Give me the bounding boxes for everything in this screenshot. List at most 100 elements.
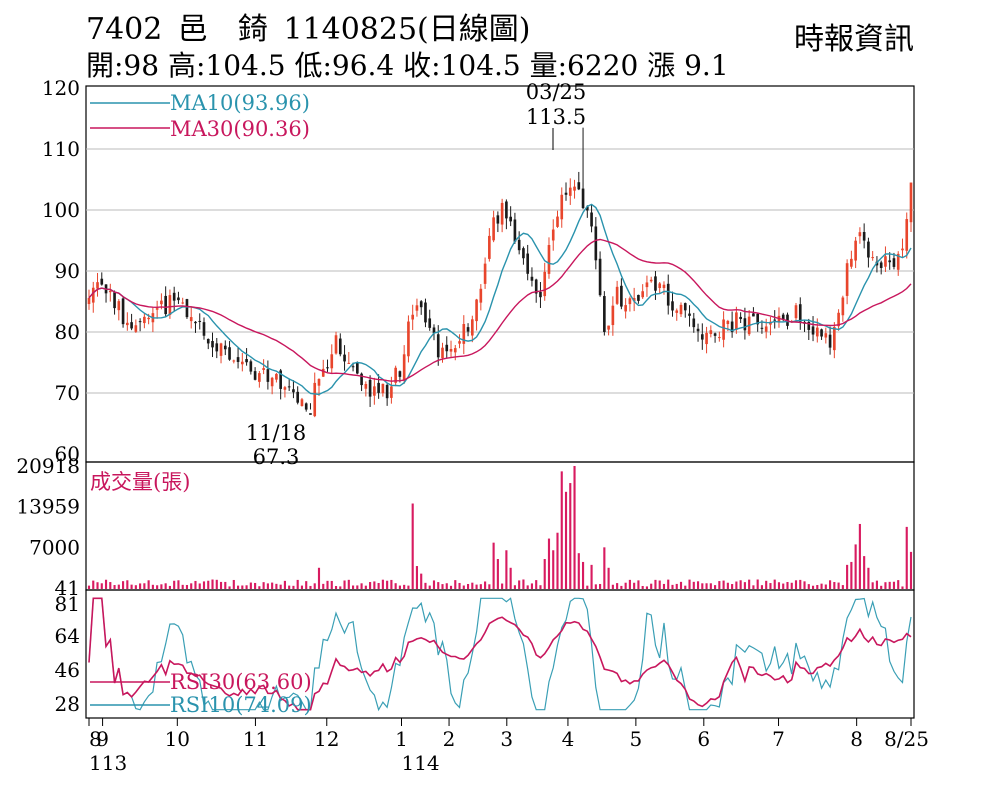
volume-bar [228, 586, 231, 589]
volume-bar [641, 585, 644, 589]
volume-bar [824, 584, 827, 589]
candle-body [850, 258, 853, 267]
rsi10-legend: RSI10(74.09) [170, 693, 312, 717]
candle-body [121, 298, 125, 325]
volume-bar [705, 583, 708, 589]
candle-body [547, 245, 551, 274]
candle-body [202, 322, 206, 336]
candle-body [896, 253, 900, 270]
volume-bar [322, 583, 325, 589]
volume-bar [667, 579, 670, 589]
volume-bar [390, 579, 393, 589]
volume-bar [748, 579, 751, 589]
candle-body [756, 313, 759, 325]
high-value-label: 113.5 [526, 105, 586, 129]
candle-body [564, 192, 568, 195]
volume-bar [790, 582, 793, 589]
volume-bar [424, 582, 427, 589]
candle-body [590, 212, 593, 227]
volume-bar [884, 582, 887, 589]
candle-body [262, 368, 265, 370]
x-month-label: 1 [395, 727, 408, 751]
candle-body [411, 314, 415, 320]
volume-bar [905, 526, 908, 589]
volume-bar [654, 579, 657, 589]
candle-body [428, 318, 432, 328]
candle-body [594, 226, 598, 261]
volume-bar [334, 585, 338, 589]
volume-bar [347, 579, 350, 589]
volume-bar [300, 585, 304, 589]
candle-body [390, 386, 393, 398]
volume-bar [411, 503, 414, 589]
candle-body [492, 217, 495, 241]
candle-body [126, 322, 129, 326]
volume-bar [594, 584, 597, 589]
volume-bar [718, 581, 721, 589]
candle-body [700, 334, 704, 340]
volume-bar [820, 583, 823, 589]
candle-body [143, 316, 146, 324]
volume-bar [569, 483, 572, 589]
stock-name: 邑 錡 [177, 12, 268, 47]
candle-body [206, 338, 210, 344]
volume-bar [241, 585, 244, 589]
x-month-label: 11 [243, 727, 268, 751]
grid [86, 148, 914, 394]
rsi10-line [88, 597, 912, 712]
volume-bar [901, 586, 904, 589]
candle-body [892, 258, 896, 267]
candle-body [888, 260, 892, 263]
x-month-label: 9 [96, 727, 109, 751]
candle-body [573, 186, 576, 191]
volume-bar [143, 583, 146, 589]
candle-body [735, 312, 738, 330]
candle-body [820, 329, 823, 337]
candle-body [330, 354, 334, 369]
candle-body [483, 263, 487, 284]
volume-bar [190, 583, 193, 589]
volume-bar [164, 583, 167, 589]
candle-body [266, 369, 270, 382]
volume-y-tick: 13959 [16, 495, 80, 519]
candle-body [96, 282, 99, 289]
volume-bar [266, 583, 269, 589]
volume-bar [296, 579, 299, 589]
x-month-label: 3 [500, 727, 513, 751]
volume-bar [829, 580, 832, 589]
candle-body [432, 327, 436, 334]
volume-bar [637, 580, 640, 589]
volume-bar [305, 581, 308, 589]
volume-bar [139, 583, 142, 589]
candle-body [598, 258, 602, 296]
candle-body [901, 248, 904, 251]
volume-bar [760, 585, 763, 589]
candle-body [113, 292, 116, 309]
x-month-label: 8 [850, 727, 863, 751]
candle-body [283, 387, 287, 390]
volume-bar [207, 580, 210, 589]
candle-body [496, 215, 500, 224]
source-label: 時報資訊 [794, 22, 914, 57]
candle-body [475, 299, 478, 322]
volume-bar [756, 579, 759, 589]
volume-bar [833, 582, 836, 589]
candle-body [603, 296, 606, 332]
candle-body [509, 216, 512, 222]
candle-body [654, 276, 657, 291]
volume-bar [454, 580, 457, 589]
candle-body [317, 379, 321, 386]
candle-body [321, 368, 325, 377]
candle-body [705, 332, 708, 345]
candle-body [304, 403, 308, 410]
candle-body [833, 326, 836, 351]
volume-bar [645, 586, 649, 589]
candle-body [347, 362, 351, 364]
candle-body [568, 187, 572, 196]
x-month-label: 5 [630, 727, 643, 751]
x-year-label: 113 [89, 751, 127, 775]
volume-bar [369, 582, 372, 589]
volume-bar [181, 584, 184, 589]
